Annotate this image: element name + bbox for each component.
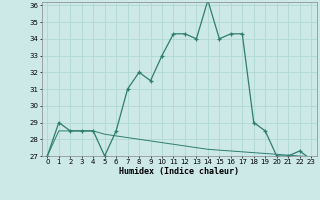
X-axis label: Humidex (Indice chaleur): Humidex (Indice chaleur)	[119, 167, 239, 176]
